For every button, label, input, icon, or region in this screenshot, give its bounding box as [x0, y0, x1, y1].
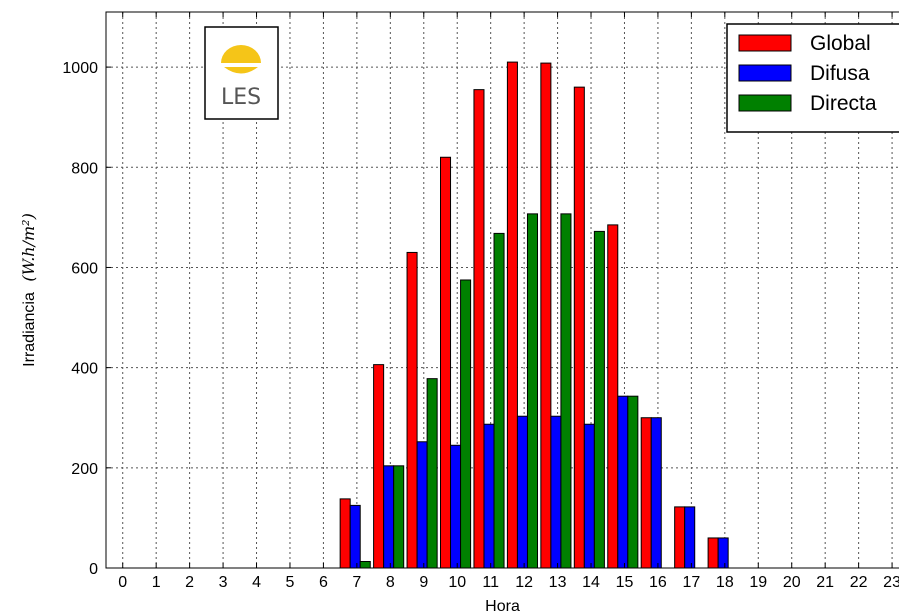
x-tick-label: 1 [152, 574, 161, 591]
x-tick-label: 20 [783, 574, 801, 591]
logo-text: LES [221, 85, 261, 110]
legend-label: Directa [810, 92, 877, 115]
x-tick-label: 6 [319, 574, 328, 591]
x-tick-label: 4 [252, 574, 261, 591]
bar-directa [359, 560, 371, 569]
bar-global [339, 498, 351, 569]
legend-label: Global [810, 32, 871, 55]
bar-difusa [617, 395, 629, 569]
bar-difusa [684, 506, 696, 569]
y-axis-label-text: Irradiancia [21, 292, 38, 367]
legend-swatch [738, 94, 792, 112]
bar-difusa [450, 444, 462, 569]
plot-frame [105, 11, 899, 569]
bar-directa [426, 378, 438, 569]
y-tick-label: 200 [71, 461, 98, 478]
bar-difusa [416, 441, 428, 569]
bar-global [506, 61, 518, 569]
x-tick-label: 0 [118, 574, 127, 591]
x-tick-label: 13 [549, 574, 567, 591]
x-axis-label: Hora [485, 598, 520, 615]
legend-label: Difusa [810, 62, 870, 85]
x-tick-label: 7 [352, 574, 361, 591]
bar-directa [526, 213, 539, 569]
bar-global [540, 62, 552, 569]
bar-difusa [717, 537, 729, 569]
x-tick-label: 11 [482, 574, 499, 591]
bar-global [573, 86, 585, 569]
bar-directa [393, 465, 405, 569]
bar-difusa [650, 417, 662, 569]
y-axis-label-units: (W.h/m²) [19, 213, 38, 282]
svg-text:Irradiancia (W.h/m²): Irradiancia (W.h/m²) [19, 213, 38, 367]
x-tick-label: 2 [185, 574, 194, 591]
x-tick-label: 21 [816, 574, 834, 591]
x-tick-label: 19 [749, 574, 767, 591]
axis-ticks: 0 1 2 3 4 5 6 7 8 9 10 11 12 13 14 15 16 17 18 19 20 21 22 2302… [62, 12, 899, 591]
x-tick-label: 17 [682, 574, 700, 591]
y-axis-label: Irradiancia (W.h/m²) [19, 213, 38, 367]
bar-global [440, 156, 452, 569]
bar-global [473, 89, 485, 569]
y-tick-label: 800 [71, 160, 98, 177]
x-tick-label: 15 [616, 574, 634, 591]
x-tick-label: 23 [883, 574, 899, 591]
bar-directa [460, 279, 472, 569]
bar-difusa [583, 423, 595, 569]
x-tick-label: 3 [219, 574, 228, 591]
x-tick-label: 9 [419, 574, 428, 591]
x-tick-label: 18 [716, 574, 734, 591]
bar-directa [493, 232, 505, 569]
series-difusa [349, 395, 729, 569]
bars [339, 61, 729, 569]
les-logo: LES [204, 26, 279, 120]
x-tick-label: 22 [850, 574, 868, 591]
bar-global [406, 251, 418, 569]
legend-swatch [738, 64, 792, 82]
bar-difusa [516, 415, 528, 569]
bar-difusa [349, 504, 361, 569]
legend-swatch [738, 34, 792, 52]
bar-difusa [383, 465, 395, 569]
y-tick-label: 400 [71, 361, 98, 378]
bar-global [674, 506, 686, 569]
bar-global [607, 224, 619, 569]
bar-directa [627, 395, 639, 569]
sun-icon [221, 45, 261, 63]
bar-directa [560, 213, 572, 569]
bar-global [373, 364, 385, 569]
x-tick-label: 12 [515, 574, 533, 591]
y-tick-label: 600 [71, 260, 98, 277]
y-tick-label: 0 [89, 561, 98, 578]
x-tick-label: 16 [649, 574, 667, 591]
x-tick-label: 8 [386, 574, 395, 591]
bar-global [707, 537, 719, 569]
bar-global [640, 417, 652, 569]
y-tick-label: 1000 [62, 60, 98, 77]
x-tick-label: 14 [582, 574, 600, 591]
bar-directa [593, 230, 605, 569]
x-tick-label: 5 [286, 574, 295, 591]
x-tick-label: 10 [448, 574, 466, 591]
bar-difusa [550, 415, 562, 569]
legend: Global Difusa Directa [726, 23, 899, 133]
series-global [339, 61, 719, 569]
series-directa [359, 213, 639, 569]
bar-difusa [483, 423, 495, 569]
